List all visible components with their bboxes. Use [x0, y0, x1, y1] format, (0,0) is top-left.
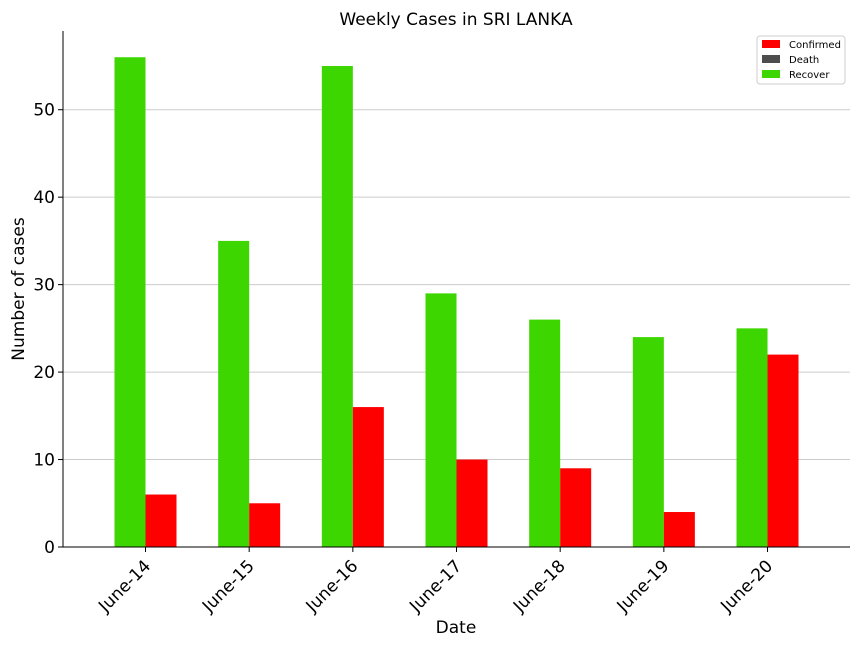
legend-label: Confirmed: [789, 40, 841, 51]
x-tick-label: June-14: [94, 556, 155, 617]
x-tick-label: June-18: [509, 556, 570, 617]
chart-title: Weekly Cases in SRI LANKA: [339, 10, 573, 30]
gridlines: [63, 109, 850, 461]
x-axis-label: Date: [436, 618, 477, 638]
bar-recover: [736, 328, 768, 547]
bar-recover: [321, 65, 353, 548]
bar-confirmed: [456, 459, 488, 547]
bar-recover: [632, 337, 664, 547]
y-tick-label: 10: [33, 451, 55, 471]
legend-swatch: [762, 70, 780, 78]
bar-confirmed: [663, 512, 695, 547]
y-tick-label: 20: [33, 363, 55, 383]
legend-label: Recover: [789, 70, 830, 81]
y-tick-label: 30: [33, 276, 55, 296]
y-axis-label: Number of cases: [9, 217, 29, 361]
x-tick-label: June-20: [716, 556, 777, 617]
bar-confirmed: [145, 494, 177, 547]
bar-confirmed: [249, 503, 281, 547]
y-tick-label: 40: [33, 188, 55, 208]
bar-recover: [425, 293, 457, 547]
y-ticks: 0 10 20 30 40 50: [33, 101, 63, 558]
bar-recover: [114, 57, 146, 547]
legend-label: Death: [789, 55, 819, 66]
x-tick-label: June-17: [405, 556, 466, 617]
x-tick-label: June-16: [302, 556, 363, 617]
bar-confirmed: [560, 468, 592, 547]
legend-swatch: [762, 40, 780, 48]
x-tick-label: June-19: [613, 556, 674, 617]
legend: Confirmed Death Recover: [756, 35, 846, 85]
bars: [114, 57, 799, 548]
legend-swatch: [762, 55, 780, 63]
bar-recover: [218, 240, 250, 547]
x-tick-label: June-15: [198, 556, 259, 617]
x-ticks: June-14 June-15 June-16 June-17 June-18 June-…: [94, 547, 777, 617]
y-tick-label: 0: [44, 538, 55, 558]
bar-confirmed: [352, 407, 384, 547]
bar-confirmed: [767, 354, 799, 547]
y-tick-label: 50: [33, 101, 55, 121]
bar-recover: [529, 319, 561, 547]
